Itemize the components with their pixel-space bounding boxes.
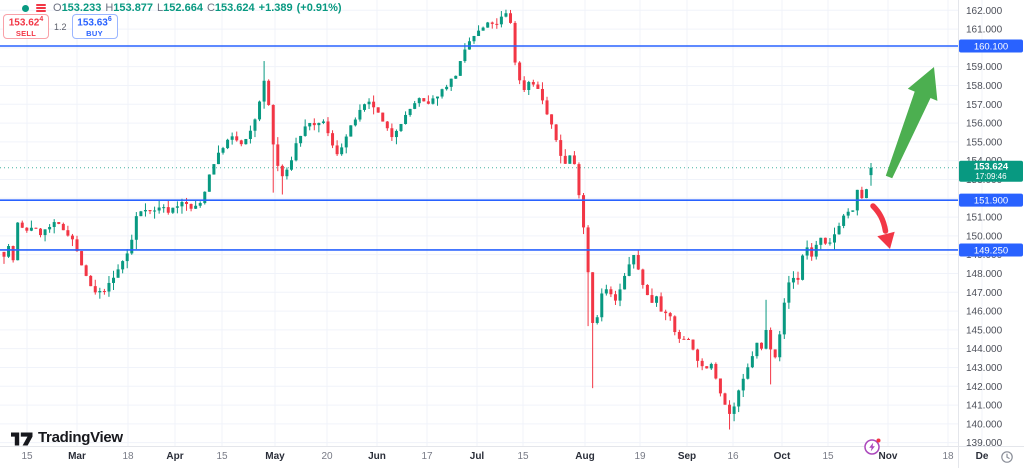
high-label: H [105,2,114,14]
time-axis[interactable]: 15 Mar 18 Apr 15 May 20 Jun 17 Jul 15 Aug 19 Sep 16 Oct… [21,451,988,462]
buy-label: BUY [86,28,103,38]
svg-text:Nov: Nov [879,451,898,462]
low-value: 152.664 [163,2,203,14]
svg-text:149.250: 149.250 [974,245,1008,256]
svg-text:162.000: 162.000 [966,6,1003,17]
svg-text:151.000: 151.000 [966,213,1003,224]
svg-text:20: 20 [321,451,333,462]
svg-text:153.624: 153.624 [974,162,1009,173]
candlestick-series [2,9,873,430]
svg-text:158.000: 158.000 [966,81,1003,92]
countdown-timer: 17:09:46 [975,172,1007,181]
svg-text:140.000: 140.000 [966,419,1003,430]
tradingview-logo-text: TradingView [38,429,123,446]
svg-text:De: De [976,451,989,462]
svg-text:Aug: Aug [575,451,594,462]
sell-label: SELL [15,28,37,38]
down-trend-arrow[interactable] [870,203,895,249]
grid-lines [0,0,983,446]
order-panel: 153.624 SELL 1.2 153.636 BUY [3,14,118,39]
svg-text:Mar: Mar [68,451,86,462]
svg-text:17: 17 [421,451,433,462]
svg-text:19: 19 [634,451,646,462]
svg-text:15: 15 [216,451,228,462]
svg-text:May: May [265,451,285,462]
svg-text:Oct: Oct [774,451,791,462]
svg-text:15: 15 [822,451,834,462]
svg-text:144.000: 144.000 [966,344,1003,355]
svg-text:16: 16 [727,451,739,462]
ohlc-values: O153.233 H153.877 L152.664 C153.624 +1.3… [53,2,342,14]
buy-button[interactable]: 153.636 BUY [71,14,118,39]
price-axis[interactable]: 162.000161.000160.000159.000158.000157.0… [966,6,1003,449]
svg-text:18: 18 [942,451,954,462]
low-label: L [157,2,164,14]
open-label: O [53,2,62,14]
svg-text:139.000: 139.000 [966,438,1003,449]
svg-text:161.000: 161.000 [966,25,1003,36]
svg-text:159.000: 159.000 [966,62,1003,73]
price-level-badge-151.900: 151.900 [959,193,1023,207]
event-flash-icon[interactable] [863,437,882,456]
change-value: +1.389 [258,2,293,14]
market-status-dot [22,4,29,12]
open-value: 153.233 [61,2,102,14]
svg-text:141.000: 141.000 [966,401,1003,412]
svg-text:150.000: 150.000 [966,231,1003,242]
price-level-badge-160.100: 160.100 [959,39,1023,53]
price-level-badge-149.250: 149.250 [959,243,1023,257]
change-percent: (+0.91%) [296,2,342,14]
svg-text:156.000: 156.000 [966,119,1003,130]
svg-text:148.000: 148.000 [966,269,1003,280]
clock-icon[interactable] [1000,450,1014,464]
svg-text:157.000: 157.000 [966,100,1003,111]
svg-text:147.000: 147.000 [966,288,1003,299]
svg-text:143.000: 143.000 [966,363,1003,374]
close-label: C [206,2,215,14]
tradingview-logo-mark [11,432,33,446]
svg-text:155.000: 155.000 [966,137,1003,148]
svg-text:145.000: 145.000 [966,325,1003,336]
svg-text:146.000: 146.000 [966,307,1003,318]
svg-text:18: 18 [122,451,134,462]
close-value: 153.624 [214,2,255,14]
svg-text:15: 15 [517,451,529,462]
tradingview-logo[interactable]: TradingView [11,429,123,446]
symbol-legend: O153.233 H153.877 L152.664 C153.624 +1.3… [22,2,342,14]
svg-text:160.100: 160.100 [974,42,1008,53]
svg-text:142.000: 142.000 [966,382,1003,393]
up-trend-arrow[interactable] [885,67,938,179]
svg-text:Jul: Jul [470,451,485,462]
svg-text:151.900: 151.900 [974,196,1008,207]
svg-text:Apr: Apr [166,451,183,462]
high-value: 153.877 [113,2,154,14]
svg-text:15: 15 [21,451,33,462]
svg-text:Sep: Sep [678,451,696,462]
spread-value: 1.2 [54,21,67,32]
legend-menu-icon[interactable] [36,4,46,12]
svg-text:Jun: Jun [368,451,386,462]
sell-button[interactable]: 153.624 SELL [3,14,49,39]
